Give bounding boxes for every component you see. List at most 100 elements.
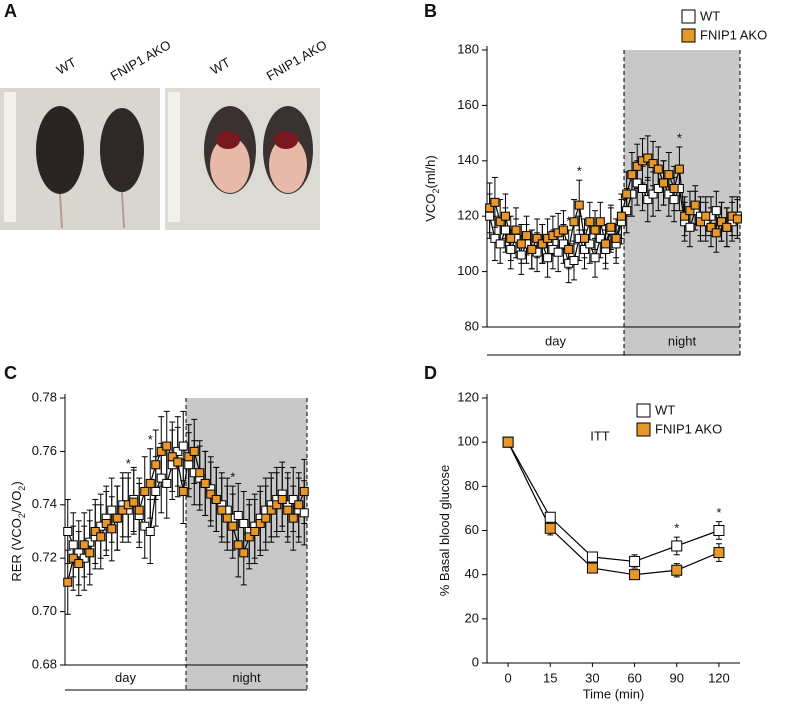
y-tick-label: 0 [472,654,479,669]
marker [717,217,727,227]
marker [500,211,510,221]
marker [118,505,128,515]
marker [637,184,647,193]
marker [516,250,526,260]
y-tick-label: 0.68 [32,656,57,671]
y-tick-label: 100 [457,263,479,278]
photo-label: WT [54,54,79,77]
marker [167,452,177,462]
marker [162,441,172,451]
legend-swatch [681,9,696,24]
marker [664,170,674,180]
marker [239,518,249,528]
marker [500,225,510,235]
marker [659,178,669,188]
y-tick-label: 120 [457,389,479,404]
marker [616,211,626,221]
marker [485,211,495,221]
region-label: night [668,333,697,348]
marker [490,197,500,207]
marker [532,233,542,243]
significance-star: * [677,130,682,145]
y-tick-label: 0.74 [32,496,57,511]
marker [250,527,260,536]
y-axis-label-part: % Basal blood glucose [437,465,452,597]
marker [277,494,287,504]
marker [653,184,663,193]
region-label: day [115,670,136,685]
photo-label: FNIP1 AKO [264,37,330,84]
marker [606,222,616,232]
marker [200,478,210,488]
marker [266,505,276,515]
marker [648,189,658,199]
marker [711,206,721,216]
marker [558,239,568,249]
marker [680,211,690,221]
marker [178,441,188,451]
marker [101,518,111,528]
legend-swatch [681,28,696,43]
marker [178,486,188,496]
marker [669,195,679,205]
marker [140,521,150,531]
y-tick-label: 160 [457,97,479,112]
marker [674,164,684,174]
marker [162,478,172,488]
marker [502,436,514,448]
y-tick-label: 0.72 [32,550,57,565]
marker [653,164,663,174]
chart-title: ITT [590,428,610,443]
marker [151,486,161,496]
marker [145,478,155,488]
marker [272,500,282,510]
marker [68,553,78,563]
marker [485,203,495,213]
marker [140,486,150,496]
marker [244,532,254,542]
y-axis-label-part: RER (VCO [9,518,24,582]
marker [522,231,532,241]
marker [233,510,243,520]
y-tick-label: 140 [457,152,479,167]
marker [112,513,122,523]
marker [685,206,695,216]
x-tick-label: 60 [627,670,641,685]
marker [601,239,611,249]
marker [195,468,205,478]
marker [643,153,653,163]
y-tick-label: 100 [457,434,479,449]
significance-star: * [577,164,582,179]
legend-label: WT [655,402,675,417]
y-tick-label: 180 [457,41,479,56]
marker [490,233,500,243]
y-tick-label: 80 [465,318,479,333]
region-label: day [545,333,566,348]
marker [558,225,568,235]
photo [0,88,160,230]
x-tick-label: 15 [543,670,557,685]
legend-swatch [636,403,651,418]
marker [564,244,574,254]
marker [711,228,721,238]
marker [622,189,632,199]
marker [255,518,265,528]
legend-label: FNIP1 AKO [700,27,767,42]
y-tick-label: 40 [465,566,479,581]
y-tick-label: 0.70 [32,603,57,618]
marker [211,494,221,504]
y-tick-label: 60 [465,522,479,537]
significance-star: * [716,505,721,520]
marker [586,562,598,574]
x-axis-label: Time (min) [583,686,645,701]
y-axis-label-part: ) [9,481,24,485]
region-label: night [232,670,261,685]
marker [553,247,563,257]
marker [632,178,642,188]
marker [590,225,600,235]
legend-label: WT [700,8,720,23]
marker [664,189,674,199]
marker [671,564,683,576]
marker [145,527,155,536]
marker [184,452,194,462]
